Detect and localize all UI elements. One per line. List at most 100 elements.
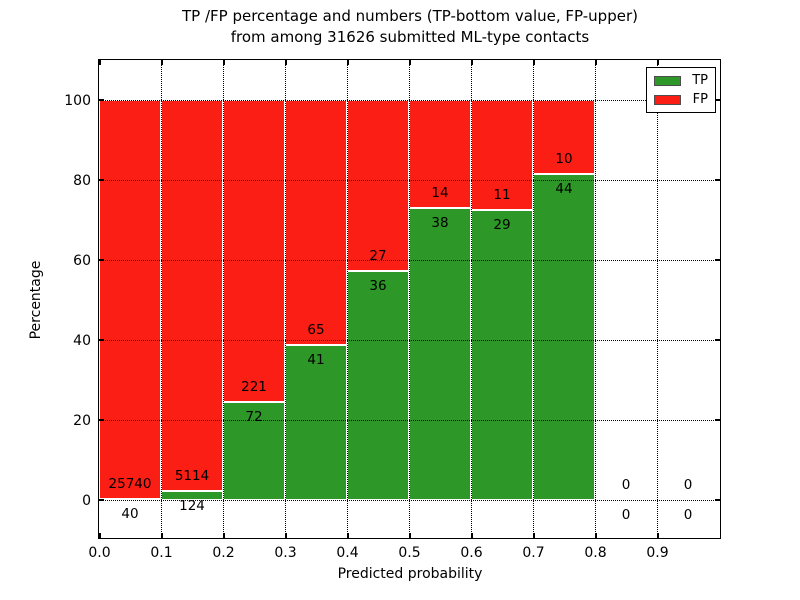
fp-count-label: 27 <box>369 248 387 265</box>
gridline-vertical <box>471 60 472 538</box>
y-tick-label: 80 <box>73 172 91 189</box>
y-tick-mark <box>715 259 720 261</box>
x-tick-mark <box>223 533 225 538</box>
x-tick-mark <box>409 60 411 65</box>
x-tick-mark <box>285 60 287 65</box>
tp-count-label: 72 <box>245 408 263 425</box>
gridline-vertical <box>409 60 410 538</box>
legend-label-tp: TP <box>692 73 708 88</box>
y-tick-mark <box>715 419 720 421</box>
legend-entry-fp: FP <box>654 92 708 107</box>
bar-segment-fp <box>409 100 471 208</box>
y-tick-mark <box>99 259 104 261</box>
gridline-vertical <box>285 60 286 538</box>
bar-segment-tp <box>409 207 471 500</box>
x-tick-mark <box>471 60 473 65</box>
y-tick-mark <box>99 419 104 421</box>
x-tick-mark <box>99 60 101 65</box>
x-tick-mark <box>595 533 597 538</box>
gridline-vertical <box>595 60 596 538</box>
x-tick-mark <box>533 533 535 538</box>
x-tick-label: 0.8 <box>584 545 607 561</box>
chart-title: TP /FP percentage and numbers (TP-bottom… <box>99 6 721 48</box>
bar-segment-tp <box>347 271 409 500</box>
chart-title-line2: from among 31626 submitted ML-type conta… <box>230 28 590 46</box>
gridline-vertical <box>223 60 224 538</box>
bar-segment-tp <box>471 210 533 500</box>
x-tick-label: 0.9 <box>646 545 669 561</box>
y-tick-label: 0 <box>82 492 91 509</box>
x-tick-mark <box>409 533 411 538</box>
gridline-vertical <box>533 60 534 538</box>
x-tick-mark <box>99 533 101 538</box>
x-tick-label: 0.2 <box>212 545 235 561</box>
x-tick-label: 0.3 <box>274 545 297 561</box>
chart-title-line1: TP /FP percentage and numbers (TP-bottom… <box>182 7 638 25</box>
y-axis-label: Percentage <box>28 260 44 340</box>
fp-color-swatch <box>654 94 681 105</box>
fp-count-label: 11 <box>493 187 511 203</box>
fp-count-label: 0 <box>683 477 693 493</box>
y-tick-label: 100 <box>64 92 91 109</box>
x-tick-mark <box>471 533 473 538</box>
y-tick-mark <box>99 179 104 181</box>
fp-count-label: 10 <box>555 151 573 168</box>
tp-count-label: 38 <box>431 214 449 231</box>
tp-count-label: 0 <box>621 507 631 523</box>
y-tick-mark <box>715 99 720 101</box>
x-axis-label: Predicted probability <box>337 566 483 582</box>
x-tick-mark <box>161 533 163 538</box>
legend: TP FP <box>646 67 716 113</box>
fp-count-label: 25740 <box>108 476 152 493</box>
bar-segment-tp <box>533 174 595 500</box>
tp-count-label: 0 <box>683 507 693 523</box>
tp-count-label: 44 <box>555 181 573 198</box>
tp-count-label: 124 <box>179 497 205 514</box>
bar-segment-fp <box>161 100 223 491</box>
tp-count-label: 29 <box>493 217 511 233</box>
x-tick-label: 0.0 <box>88 545 111 561</box>
x-tick-mark <box>223 60 225 65</box>
gridline-vertical <box>657 60 658 538</box>
x-tick-label: 0.4 <box>336 545 359 561</box>
bar-segment-fp <box>533 100 595 175</box>
bar-segment-fp <box>471 100 533 210</box>
y-tick-label: 60 <box>73 252 91 269</box>
bar-segment-fp <box>223 100 285 402</box>
legend-label-fp: FP <box>692 92 708 107</box>
bar-segment-tp <box>223 401 285 500</box>
legend-entry-tp: TP <box>654 73 708 88</box>
bar-segment-fp <box>285 100 347 346</box>
fp-count-label: 5114 <box>174 467 210 484</box>
x-tick-mark <box>347 533 349 538</box>
fp-count-label: 65 <box>307 322 325 339</box>
y-tick-mark <box>715 339 720 341</box>
x-tick-label: 0.7 <box>522 545 545 561</box>
x-tick-mark <box>533 60 535 65</box>
y-tick-label: 20 <box>73 412 91 429</box>
x-tick-label: 0.1 <box>150 545 173 561</box>
gridline-vertical <box>161 60 162 538</box>
bar-segment-fp <box>99 100 161 500</box>
x-tick-label: 0.5 <box>398 545 421 561</box>
tp-color-swatch <box>654 75 681 86</box>
gridline-vertical <box>347 60 348 538</box>
bar-segment-fp <box>347 100 409 272</box>
fp-count-label: 14 <box>431 184 449 201</box>
y-tick-mark <box>99 339 104 341</box>
y-tick-mark <box>715 179 720 181</box>
tp-count-label: 36 <box>369 278 387 295</box>
bar-segment-tp <box>285 345 347 500</box>
x-tick-mark <box>285 533 287 538</box>
y-tick-mark <box>99 499 104 501</box>
fp-count-label: 221 <box>241 378 267 395</box>
fp-count-label: 0 <box>621 477 631 493</box>
x-tick-mark <box>657 60 659 65</box>
y-tick-mark <box>99 99 104 101</box>
tp-count-label: 41 <box>307 352 325 369</box>
x-tick-mark <box>161 60 163 65</box>
x-tick-mark <box>347 60 349 65</box>
tp-count-label: 40 <box>121 506 139 523</box>
x-tick-mark <box>657 533 659 538</box>
